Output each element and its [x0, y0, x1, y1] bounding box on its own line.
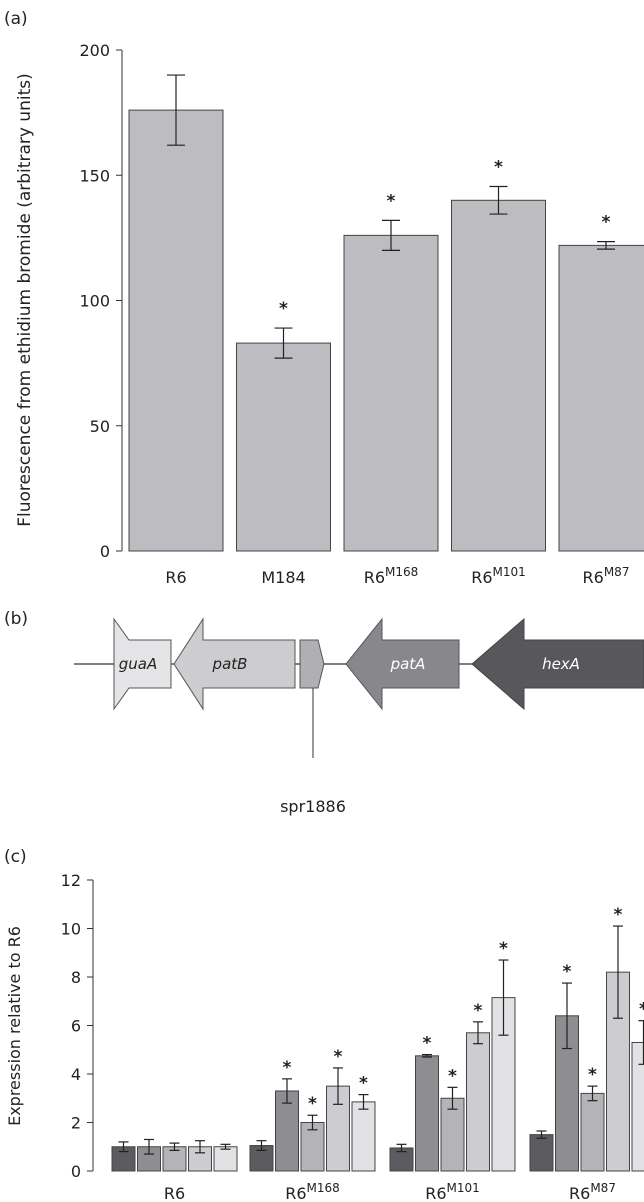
gene-arrow-spr1886	[299, 639, 325, 689]
gene-label-patB: patB	[212, 655, 248, 673]
panel-c-category-label: R6	[164, 1184, 185, 1202]
panel-c-y-axis-label: Expression relative to R6	[5, 926, 24, 1126]
panel-c-error-bar	[536, 1130, 547, 1139]
panel-a-category-label: R6M87	[583, 565, 630, 587]
panel-c-significance-marker: *	[614, 905, 623, 925]
panel-c-category-label: R6M87	[569, 1181, 616, 1202]
gene-label-hexA: hexA	[542, 655, 580, 673]
panel-c-category-label: R6M101	[425, 1181, 480, 1202]
panel-a-bar	[128, 109, 224, 552]
panel-c-significance-marker: *	[448, 1066, 457, 1086]
panel-c-error-bar	[562, 982, 572, 1050]
panel-c-error-bar	[220, 1143, 231, 1150]
panel-c-significance-marker: *	[359, 1074, 368, 1094]
panel-c-bar	[213, 1146, 238, 1172]
panel-a-significance-marker: *	[279, 299, 288, 319]
panel-c-y-tick-label: 0	[71, 1162, 81, 1181]
panel-c-y-tick-label: 12	[61, 871, 81, 890]
panel-a-category-label: M184	[261, 568, 305, 587]
panel-a-y-tick-label: 100	[79, 292, 110, 311]
panel-c-error-bar	[498, 959, 509, 1036]
panel-a-category-label: R6M168	[364, 565, 419, 587]
panel-label-a: (a)	[4, 9, 28, 29]
panel-c-error-bar	[613, 925, 623, 1019]
panel-a-y-axis-label: Fluorescence from ethidium bromide (arbi…	[15, 73, 35, 527]
panel-c-significance-marker: *	[334, 1047, 343, 1067]
panel-a-bar	[343, 234, 439, 552]
panel-c-significance-marker: *	[283, 1058, 292, 1078]
panel-c-y-tick-label: 6	[71, 1017, 81, 1036]
panel-a-bar	[451, 199, 546, 552]
panel-c-bar	[631, 1041, 644, 1172]
panel-c-error-bar	[422, 1053, 432, 1058]
panel-a-y-tick-label: 0	[100, 542, 110, 561]
panel-c-significance-marker: *	[588, 1065, 597, 1085]
panel-c-significance-marker: *	[563, 962, 572, 982]
gene-arrow-patA	[345, 617, 460, 711]
panel-c-significance-marker: *	[308, 1094, 317, 1114]
spr1886-callout-label: spr1886	[280, 797, 346, 816]
panel-c-error-bar	[307, 1114, 318, 1131]
panel-a-significance-marker: *	[602, 213, 611, 233]
panel-b-gene-map: guaA patB patA hexA spr1886	[74, 617, 644, 816]
panel-a-bar	[558, 244, 644, 552]
panel-c-error-bar	[256, 1140, 267, 1151]
panel-c-bar	[580, 1092, 605, 1172]
panel-a-error-bar	[274, 327, 293, 359]
panel-c-bar	[415, 1055, 439, 1172]
panel-a-significance-marker: *	[494, 158, 503, 178]
panel-c-y-tick-label: 4	[71, 1065, 81, 1084]
panel-c-error-bar	[333, 1067, 343, 1105]
panel-c-error-bar	[396, 1143, 407, 1153]
panel-a-significance-marker: *	[387, 191, 396, 211]
panel-c-y-tick-label: 10	[61, 920, 81, 939]
panel-a-error-bar	[597, 241, 615, 250]
panel-c-error-bar	[473, 1021, 483, 1045]
gene-label-guaA: guaA	[119, 655, 157, 673]
panel-c-bar	[466, 1032, 490, 1172]
panel-c-y-tick-label: 8	[71, 968, 81, 987]
panel-c-significance-marker: *	[499, 939, 508, 959]
panel-a-error-bar	[382, 219, 400, 251]
panel-c-error-bar	[144, 1138, 154, 1155]
gene-arrow-patB	[173, 617, 296, 711]
panel-c-error-bar	[118, 1141, 129, 1153]
gene-arrow-guaA	[113, 617, 172, 711]
panel-c-error-bar	[169, 1142, 180, 1151]
panel-c-y-tick-label: 2	[71, 1114, 81, 1133]
panel-c-error-bar	[358, 1094, 369, 1110]
panel-label-c: (c)	[4, 847, 27, 867]
panel-label-b: (b)	[4, 609, 28, 629]
panel-c-chart: Expression relative to R6 0 2 4 6 8 10 12 * * * *…	[5, 871, 644, 1202]
panel-c-bar	[351, 1101, 376, 1172]
panel-a-y-tick-label: 150	[79, 166, 110, 185]
panel-c-bar	[529, 1134, 554, 1172]
panel-c-significance-marker: *	[474, 1001, 483, 1021]
panel-a-y-tick-label: 50	[90, 417, 110, 436]
gene-arrow-hexA	[471, 617, 644, 711]
panel-c-error-bar	[447, 1086, 458, 1110]
panel-c-significance-marker: *	[639, 1000, 644, 1020]
panel-c-error-bar	[282, 1078, 292, 1104]
panel-a-error-bar	[489, 185, 508, 215]
panel-a-bar	[236, 342, 331, 552]
panel-a-error-bar	[167, 74, 185, 146]
panel-c-category-label: R6M168	[285, 1181, 340, 1202]
panel-c-significance-marker: *	[423, 1034, 432, 1054]
panel-c-error-bar	[195, 1140, 205, 1154]
panel-a-category-label: R6M101	[471, 565, 526, 587]
panel-a-chart: Fluorescence from ethidium bromide (arbi…	[15, 41, 644, 587]
panel-a-category-label: R6	[165, 568, 186, 587]
panel-c-error-bar	[587, 1085, 598, 1102]
gene-label-patA: patA	[390, 655, 426, 673]
panel-a-y-tick-label: 200	[79, 41, 110, 60]
